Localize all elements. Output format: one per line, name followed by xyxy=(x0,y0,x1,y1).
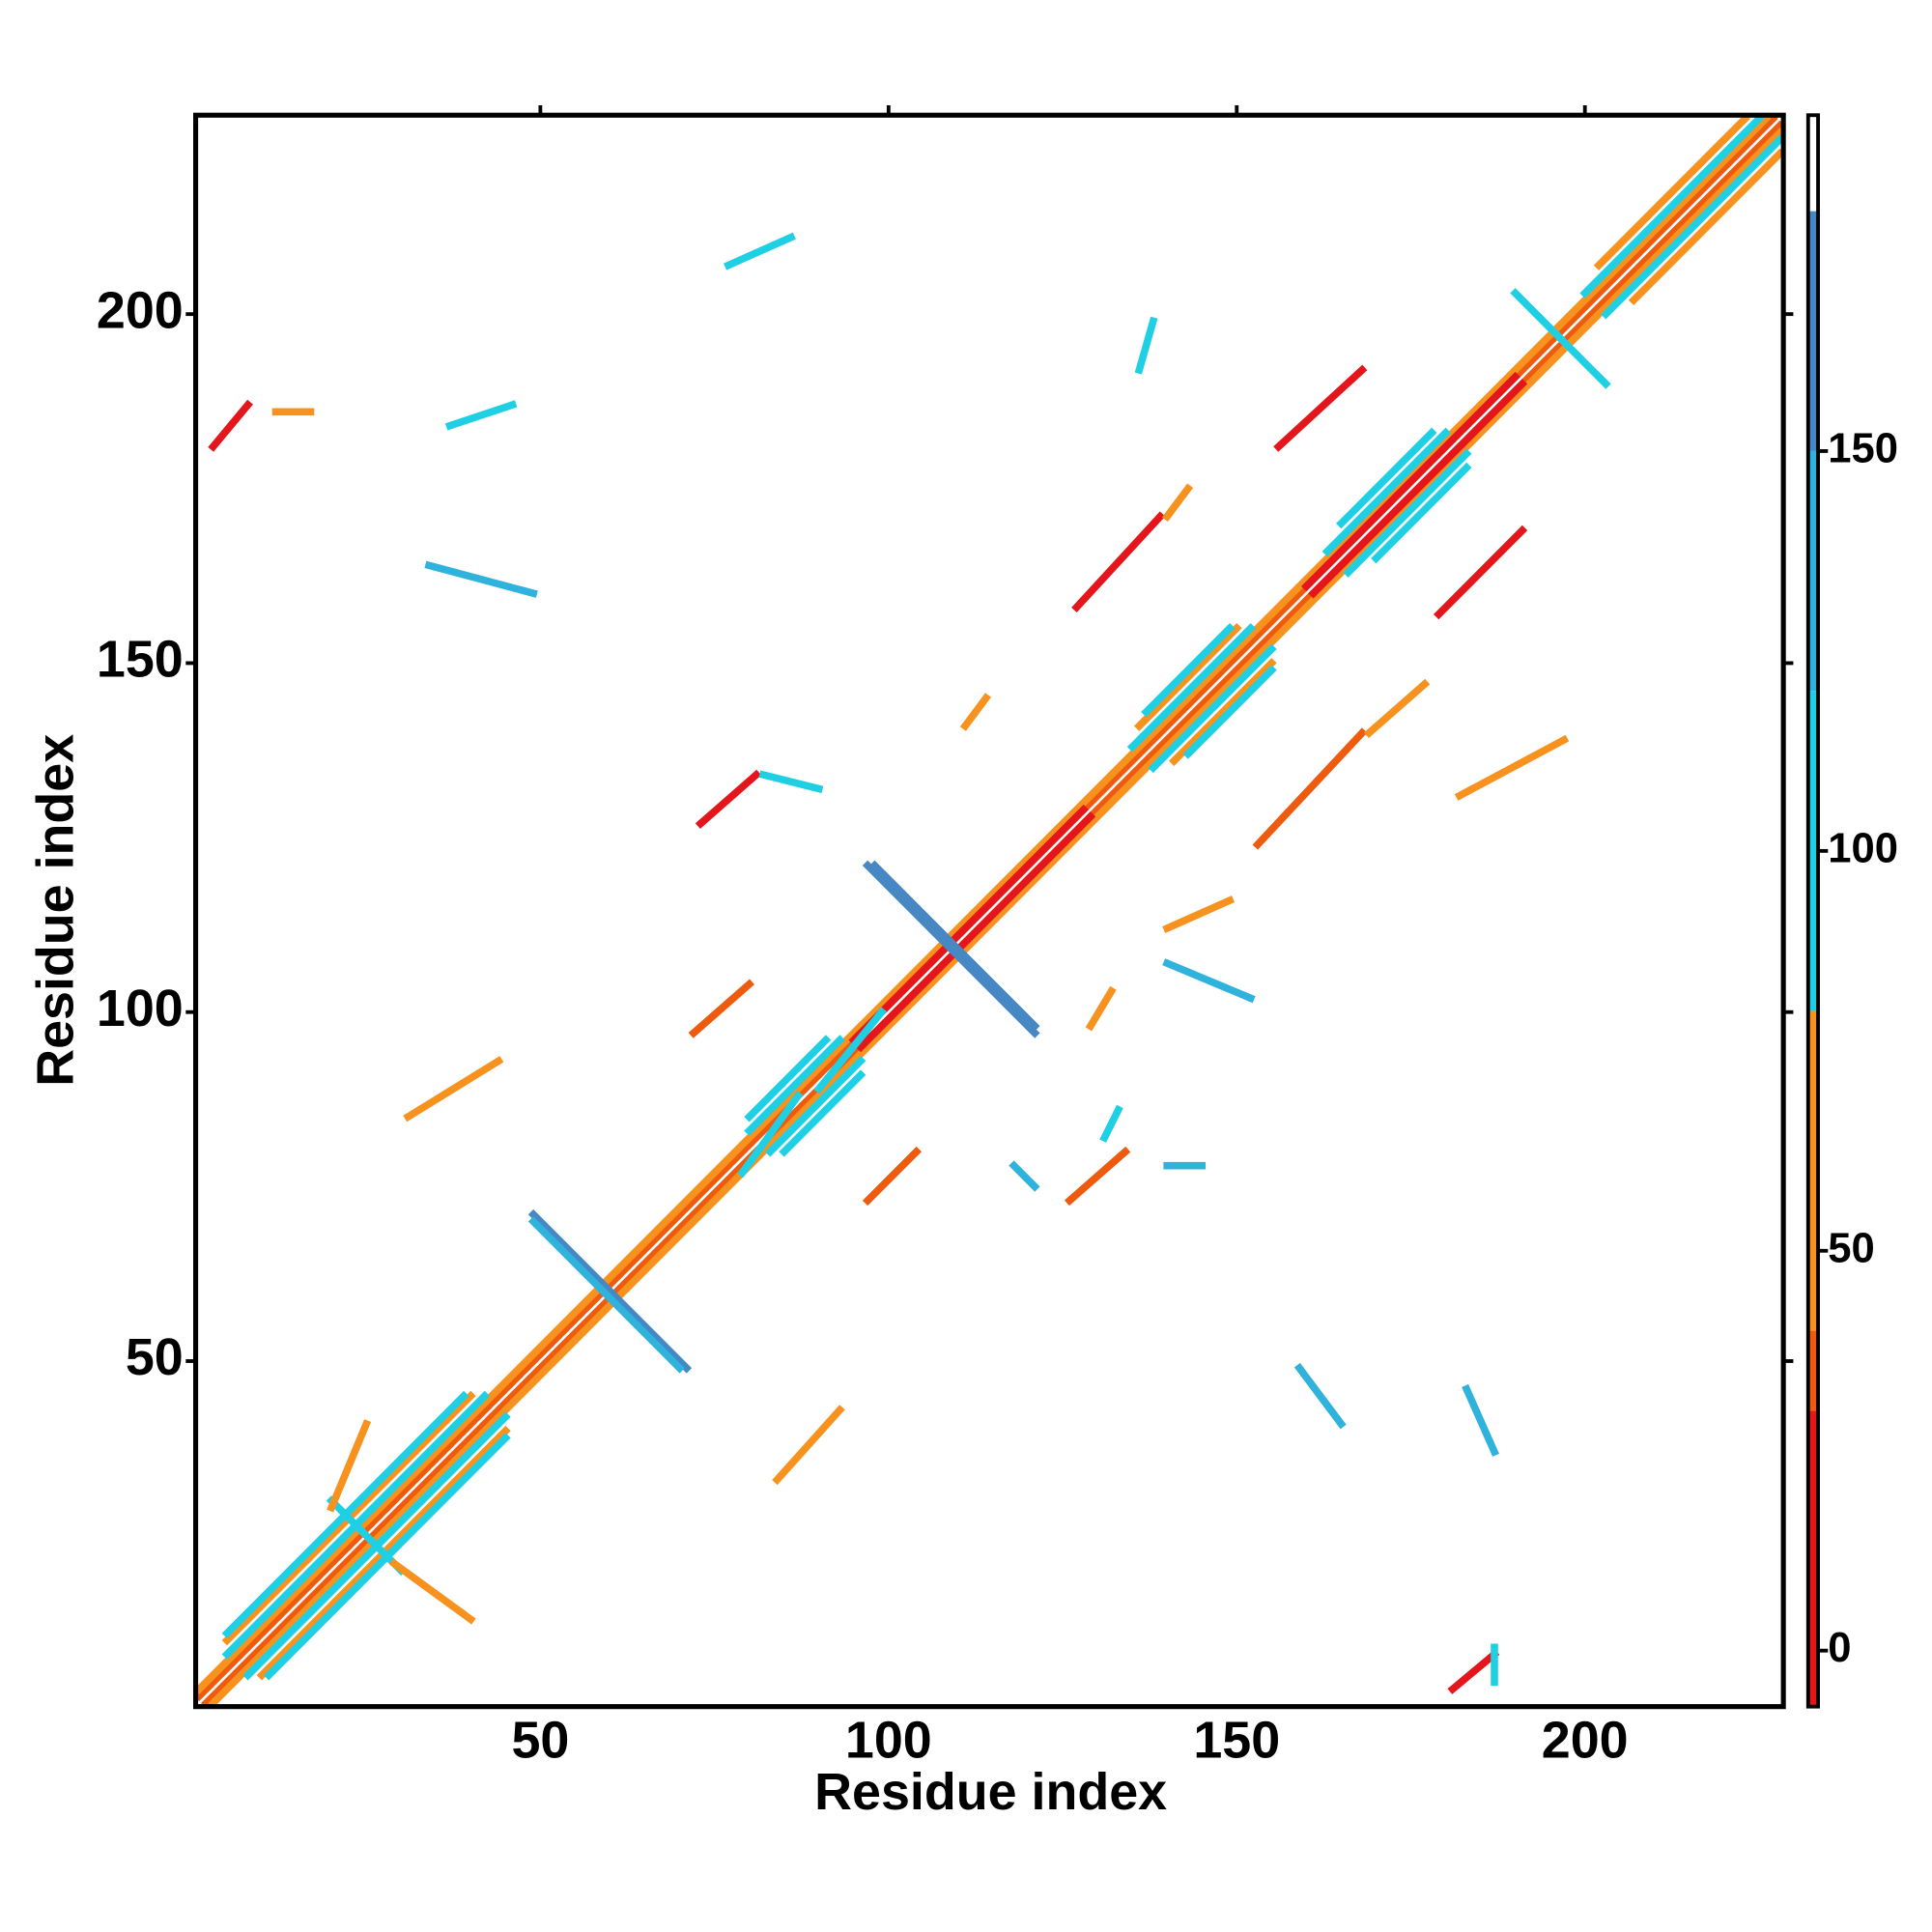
contact-cells xyxy=(1433,525,1528,620)
contact-cells xyxy=(1336,427,1437,529)
contact-cells xyxy=(1343,448,1472,578)
contact-cells xyxy=(1162,895,1236,934)
colorbar-frame xyxy=(1805,113,1820,1709)
contact-cells xyxy=(444,400,518,431)
x-axis-label: Residue index xyxy=(814,1763,1167,1821)
contact-cells xyxy=(403,1056,504,1122)
contact-cells xyxy=(862,1146,923,1207)
contact-cells xyxy=(1579,113,1765,298)
contact-cells xyxy=(744,1035,845,1136)
y-tick-label: 200 xyxy=(97,281,184,339)
contact-cells xyxy=(1126,622,1257,753)
contact-cells xyxy=(527,1208,693,1374)
contact-cells xyxy=(1510,288,1611,389)
contact-cells xyxy=(1293,1362,1347,1430)
contact-cells xyxy=(1600,134,1785,320)
colorbar-band xyxy=(1807,115,1819,212)
colorbar-band xyxy=(1807,1330,1819,1411)
colorbar-tick-label: 50 xyxy=(1828,1225,1874,1271)
contact-cells xyxy=(1009,1160,1040,1192)
contact-cells xyxy=(695,769,762,829)
contact-cells xyxy=(1321,427,1451,557)
x-tick-label: 50 xyxy=(511,1711,569,1769)
contact-cells xyxy=(862,860,1040,1038)
contact-cells xyxy=(855,811,1096,1053)
contact-cells xyxy=(1252,727,1368,850)
contact-cells xyxy=(779,1069,867,1157)
contact-cells xyxy=(1064,1146,1131,1207)
y-tick-label: 150 xyxy=(97,631,184,689)
contact-cells xyxy=(208,127,1785,1709)
contact-cells xyxy=(424,560,538,598)
contact-cells xyxy=(1085,985,1117,1032)
colorbar-tick-label: 150 xyxy=(1828,425,1898,471)
colorbar-band xyxy=(1807,1010,1819,1331)
colorbar-band xyxy=(1807,1410,1819,1707)
plot-frame xyxy=(193,112,1786,1710)
contact-cells xyxy=(326,1495,407,1577)
y-axis-label: Residue index xyxy=(27,734,85,1087)
x-tick-label: 150 xyxy=(1193,1711,1280,1769)
contact-cells xyxy=(758,770,824,794)
contact-cells xyxy=(327,1419,372,1513)
contact-cells xyxy=(1169,658,1277,766)
contact-cells xyxy=(813,1007,887,1094)
contact-cells xyxy=(1308,379,1528,599)
contact-cells xyxy=(1301,371,1520,592)
y-tick-label: 100 xyxy=(97,980,184,1037)
contact-cells xyxy=(1162,958,1256,1004)
contact-cells xyxy=(1134,316,1158,375)
contact-cells xyxy=(1071,511,1166,612)
contact-cells xyxy=(737,1091,804,1179)
x-tick-label: 200 xyxy=(1542,1711,1629,1769)
contact-cells xyxy=(1454,734,1570,801)
contact-cells xyxy=(869,860,1040,1032)
y-tick-label: 50 xyxy=(126,1328,184,1386)
colorbar-band xyxy=(1807,691,1819,1011)
contact-cells xyxy=(1447,1649,1500,1694)
contact-cells xyxy=(388,1558,476,1625)
colorbar-band xyxy=(1807,450,1819,692)
contact-cells xyxy=(688,979,754,1038)
contact-cells xyxy=(1273,364,1368,452)
contact-cells xyxy=(1363,678,1431,739)
contact-cells xyxy=(208,399,253,452)
contact-cells xyxy=(724,232,796,270)
contact-cells xyxy=(1148,643,1277,774)
colorbar-tick-label: 0 xyxy=(1828,1625,1851,1671)
contact-cells xyxy=(1099,1104,1123,1143)
colorbar-tick-label: 100 xyxy=(1828,825,1898,871)
contact-cells xyxy=(1141,622,1236,718)
contact-cells xyxy=(772,1405,845,1486)
x-tick-label: 100 xyxy=(845,1711,932,1769)
contact-cells xyxy=(1133,622,1242,731)
contact-cells xyxy=(527,1216,685,1374)
contact-cells xyxy=(1371,462,1472,564)
contact-cells xyxy=(1462,1383,1499,1457)
contact-cells xyxy=(193,113,1772,1694)
contact-cells xyxy=(959,693,992,731)
contact-cells xyxy=(764,1055,867,1157)
contact-cells xyxy=(1628,148,1785,306)
contact-cells xyxy=(1593,113,1750,270)
contact-cells xyxy=(848,804,1090,1045)
contact-cells xyxy=(1182,665,1277,759)
contact-cells xyxy=(1161,483,1194,523)
colorbar-band xyxy=(1807,211,1819,451)
contact-cells xyxy=(744,1035,832,1122)
